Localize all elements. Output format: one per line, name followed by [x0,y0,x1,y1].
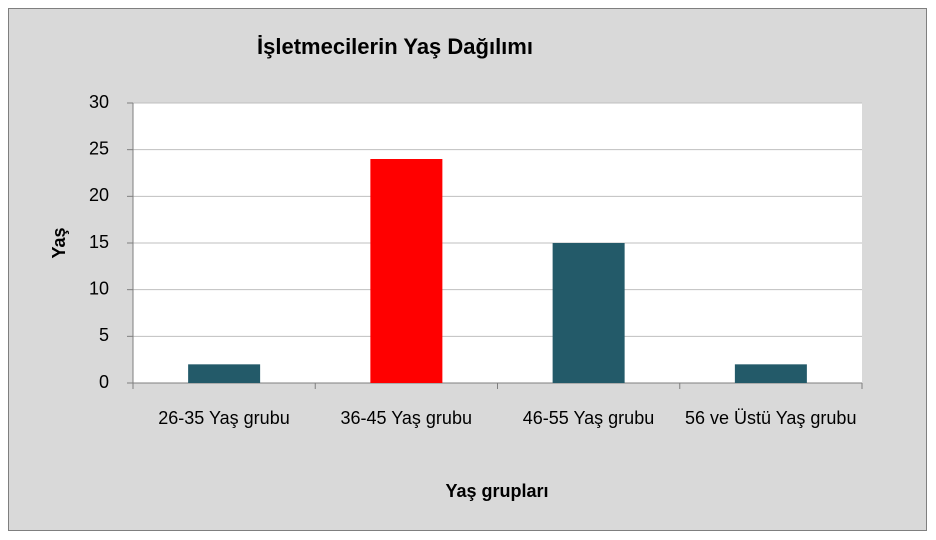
bar [552,243,625,383]
y-tick-label: 5 [99,325,109,345]
x-tick-label: 26-35 Yaş grubu [158,408,290,428]
y-tick-label: 10 [89,278,109,298]
x-tick-label: 56 ve Üstü Yaş grubu [685,408,857,428]
y-tick-label: 0 [99,372,109,392]
y-tick-label: 25 [89,138,109,158]
bar [370,159,443,383]
bar [188,364,261,383]
x-tick-label: 36-45 Yaş grubu [340,408,472,428]
x-tick-label: 46-55 Yaş grubu [522,408,655,428]
y-tick-label: 20 [89,185,109,205]
bar [734,364,807,383]
y-axis-label: Yaş [49,227,69,258]
x-axis-label: Yaş grupları [445,481,548,501]
y-tick-label: 30 [89,92,109,112]
y-tick-label: 15 [89,232,109,252]
chart-title: İşletmecilerin Yaş Dağılımı [257,34,533,59]
